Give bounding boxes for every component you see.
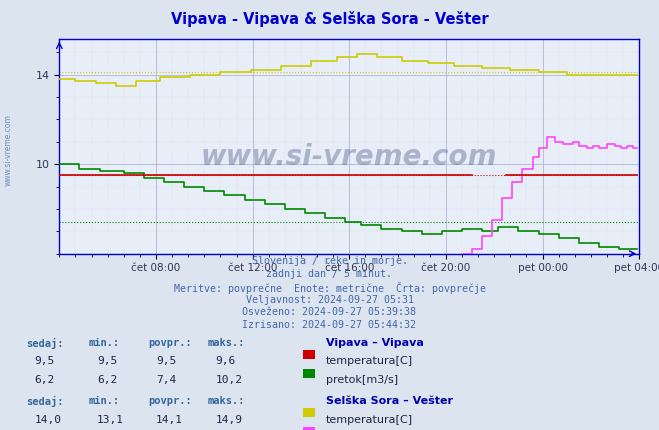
Text: 6,2: 6,2 [97,375,117,385]
Text: povpr.:: povpr.: [148,396,192,405]
Text: Veljavnost: 2024-09-27 05:31: Veljavnost: 2024-09-27 05:31 [246,295,413,304]
Text: Slovenija / reke in morje.: Slovenija / reke in morje. [252,256,407,266]
Text: 7,4: 7,4 [156,375,177,385]
Text: temperatura[C]: temperatura[C] [326,415,413,424]
Text: 14,0: 14,0 [34,415,61,424]
Text: temperatura[C]: temperatura[C] [326,356,413,366]
Text: pretok[m3/s]: pretok[m3/s] [326,375,398,385]
Text: 9,5: 9,5 [156,356,177,366]
Text: maks.:: maks.: [208,396,245,405]
Text: 14,9: 14,9 [215,415,243,424]
Text: 9,6: 9,6 [215,356,236,366]
Text: povpr.:: povpr.: [148,338,192,347]
Text: www.si-vreme.com: www.si-vreme.com [201,143,498,171]
Text: Osveženo: 2024-09-27 05:39:38: Osveženo: 2024-09-27 05:39:38 [243,307,416,317]
Text: sedaj:: sedaj: [26,396,64,407]
Text: 10,2: 10,2 [215,375,243,385]
Text: Meritve: povprečne  Enote: metrične  Črta: povprečje: Meritve: povprečne Enote: metrične Črta:… [173,282,486,294]
Text: 9,5: 9,5 [34,356,55,366]
Text: zadnji dan / 5 minut.: zadnji dan / 5 minut. [266,269,393,279]
Text: min.:: min.: [89,396,120,405]
Text: maks.:: maks.: [208,338,245,347]
Text: Izrisano: 2024-09-27 05:44:32: Izrisano: 2024-09-27 05:44:32 [243,320,416,330]
Text: Vipava – Vipava: Vipava – Vipava [326,338,424,347]
Text: 14,1: 14,1 [156,415,183,424]
Text: 13,1: 13,1 [97,415,124,424]
Text: Vipava - Vipava & Selška Sora - Vešter: Vipava - Vipava & Selška Sora - Vešter [171,11,488,27]
Text: min.:: min.: [89,338,120,347]
Text: 9,5: 9,5 [97,356,117,366]
Text: Selška Sora – Vešter: Selška Sora – Vešter [326,396,453,405]
Text: www.si-vreme.com: www.si-vreme.com [4,114,13,187]
Text: 6,2: 6,2 [34,375,55,385]
Text: sedaj:: sedaj: [26,338,64,349]
